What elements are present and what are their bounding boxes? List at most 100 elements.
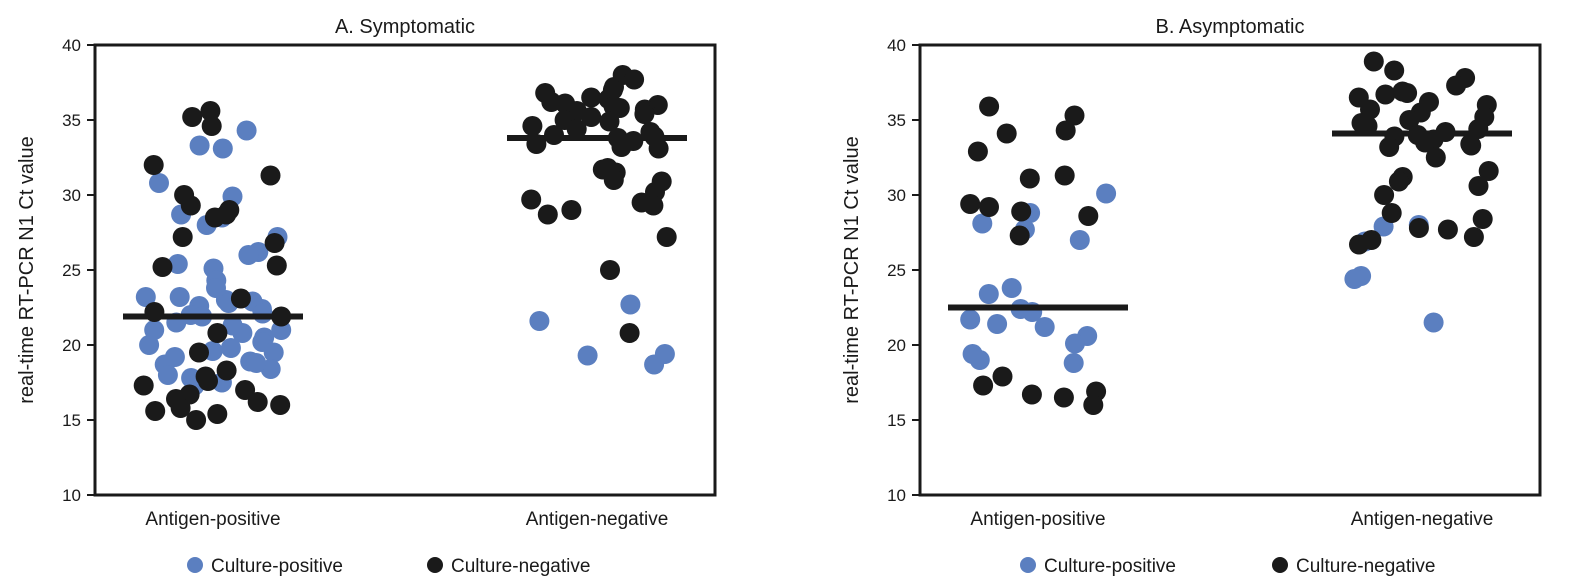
data-point-culture-negative: [260, 165, 281, 186]
data-point-culture-negative: [266, 255, 287, 276]
data-point-culture-negative: [1408, 218, 1429, 238]
data-point-culture-positive: [167, 254, 188, 274]
data-point-culture-positive: [987, 314, 1008, 334]
data-point-culture-positive: [263, 342, 284, 363]
data-point-culture-negative: [1011, 201, 1032, 222]
panel-title: A. Symptomatic: [335, 16, 475, 38]
data-point-culture-negative: [145, 401, 166, 421]
data-point-culture-positive: [1423, 312, 1444, 333]
y-axis-label: real-time RT-PCR N1 Ct value: [16, 136, 38, 403]
data-point-culture-negative: [1468, 176, 1489, 196]
data-point-culture-positive: [246, 353, 267, 373]
data-point-culture-positive: [644, 354, 665, 375]
category-label-antigen-negative: Antigen-negative: [1351, 509, 1494, 530]
data-point-culture-negative: [270, 395, 291, 415]
data-point-culture-positive: [972, 213, 993, 234]
category-label-antigen-positive: Antigen-positive: [145, 509, 280, 530]
data-point-culture-positive: [1065, 333, 1085, 354]
data-point-culture-positive: [212, 138, 233, 159]
culture-negative-legend-icon: [427, 557, 443, 573]
y-axis-label: real-time RT-PCR N1 Ct value: [841, 136, 863, 403]
data-point-culture-negative: [1078, 206, 1099, 226]
data-point-culture-negative: [619, 323, 640, 343]
y-tick-label: 10: [887, 486, 906, 505]
data-point-culture-negative: [1478, 161, 1499, 181]
culture-positive-legend-icon: [187, 557, 203, 573]
data-point-culture-negative: [200, 101, 221, 121]
data-point-culture-positive: [1069, 230, 1090, 250]
data-point-culture-positive: [169, 287, 190, 307]
data-point-culture-negative: [1384, 60, 1405, 81]
data-point-culture-negative: [599, 111, 620, 132]
culture-negative-legend-icon: [1272, 557, 1288, 573]
data-point-culture-negative: [973, 375, 994, 396]
data-point-culture-negative: [204, 207, 225, 228]
y-tick-label: 25: [887, 261, 906, 280]
data-point-culture-positive: [577, 345, 598, 366]
y-tick-label: 20: [62, 336, 81, 355]
legend-label-culture-negative: Culture-negative: [1296, 556, 1435, 577]
data-point-culture-negative: [611, 137, 632, 157]
data-point-culture-negative: [537, 204, 558, 225]
data-point-culture-negative: [1009, 225, 1030, 246]
data-point-culture-negative: [264, 233, 285, 253]
data-point-culture-negative: [1019, 168, 1040, 189]
panel-symptomatic: A. Symptomatic real-time RT-PCR N1 Ct va…: [16, 16, 717, 530]
data-point-culture-positive: [978, 284, 999, 304]
y-tick-label: 35: [62, 111, 81, 130]
legend-asymptomatic: Culture-positive Culture-negative: [1020, 556, 1435, 577]
data-point-culture-negative: [1374, 185, 1395, 205]
y-tick-label: 15: [887, 411, 906, 430]
data-point-culture-positive: [969, 350, 990, 370]
y-tick-label: 15: [62, 411, 81, 430]
culture-positive-legend-icon: [1020, 557, 1036, 573]
data-point-culture-negative: [1375, 84, 1396, 105]
data-point-culture-negative: [1083, 395, 1104, 415]
data-point-culture-positive: [620, 294, 641, 315]
data-point-culture-negative: [996, 123, 1017, 144]
y-tick-label: 20: [887, 336, 906, 355]
y-tick-label: 40: [887, 36, 906, 55]
data-point-culture-negative: [1021, 384, 1042, 405]
data-point-culture-negative: [643, 195, 664, 216]
category-label-antigen-negative: Antigen-negative: [526, 509, 669, 530]
axes-frame: [918, 43, 1542, 497]
data-point-culture-negative: [1461, 135, 1482, 156]
data-point-culture-negative: [561, 200, 582, 220]
data-point-culture-negative: [1415, 132, 1436, 153]
data-point-culture-negative: [1425, 147, 1446, 168]
data-point-culture-negative: [230, 288, 251, 309]
data-point-culture-negative: [1463, 227, 1484, 247]
y-tick-label: 30: [887, 186, 906, 205]
data-point-culture-negative: [648, 138, 669, 159]
data-point-culture-negative: [170, 398, 191, 418]
data-point-culture-negative: [634, 104, 655, 124]
data-point-culture-negative: [172, 227, 193, 247]
data-point-culture-negative: [143, 155, 164, 175]
data-point-culture-negative: [133, 375, 154, 396]
data-point-culture-positive: [144, 320, 165, 340]
data-point-culture-positive: [960, 309, 981, 330]
data-point-culture-negative: [152, 257, 173, 277]
data-point-culture-negative: [216, 360, 237, 381]
median-lines: [123, 135, 687, 320]
data-point-culture-negative: [180, 195, 201, 216]
data-point-culture-positive: [529, 311, 550, 331]
y-tick-label: 35: [887, 111, 906, 130]
data-point-culture-negative: [186, 410, 207, 430]
data-point-culture-negative: [1054, 165, 1075, 186]
data-point-culture-negative: [207, 323, 228, 343]
data-point-culture-negative: [1064, 105, 1085, 126]
data-point-culture-positive: [220, 338, 241, 358]
data-point-culture-negative: [979, 197, 999, 217]
panel-title: B. Asymptomatic: [1156, 16, 1305, 38]
data-point-culture-negative: [1399, 110, 1420, 130]
data-point-culture-negative: [1349, 234, 1369, 255]
data-point-culture-negative: [967, 141, 988, 162]
data-points: [960, 51, 1499, 415]
data-point-culture-negative: [201, 116, 222, 136]
data-point-culture-negative: [1055, 120, 1076, 141]
axes-frame: [93, 43, 717, 497]
data-point-culture-positive: [149, 173, 169, 193]
data-point-culture-negative: [1379, 137, 1400, 157]
